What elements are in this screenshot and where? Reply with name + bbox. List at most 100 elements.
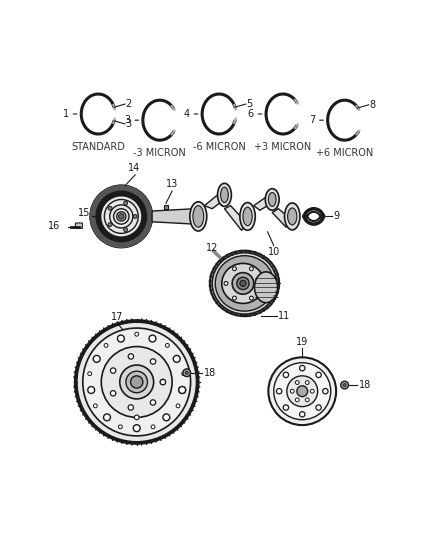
Text: 19: 19 bbox=[296, 336, 308, 346]
FancyBboxPatch shape bbox=[75, 223, 82, 228]
Text: 14: 14 bbox=[127, 163, 140, 173]
Circle shape bbox=[276, 389, 282, 394]
Circle shape bbox=[131, 376, 143, 388]
Polygon shape bbox=[164, 205, 168, 209]
Circle shape bbox=[316, 405, 321, 410]
Circle shape bbox=[91, 185, 152, 247]
Circle shape bbox=[108, 206, 112, 210]
Circle shape bbox=[110, 368, 116, 373]
Text: 7: 7 bbox=[309, 115, 315, 125]
Circle shape bbox=[124, 201, 127, 205]
Circle shape bbox=[287, 376, 318, 407]
Circle shape bbox=[124, 228, 127, 231]
Circle shape bbox=[290, 389, 294, 393]
Ellipse shape bbox=[190, 202, 207, 231]
Circle shape bbox=[128, 354, 134, 359]
Circle shape bbox=[224, 281, 228, 285]
Circle shape bbox=[83, 328, 191, 436]
Circle shape bbox=[134, 415, 139, 419]
Circle shape bbox=[179, 386, 186, 393]
Circle shape bbox=[250, 267, 253, 271]
Ellipse shape bbox=[285, 203, 300, 230]
Text: 12: 12 bbox=[206, 243, 218, 253]
Circle shape bbox=[128, 405, 134, 410]
Circle shape bbox=[258, 281, 262, 285]
Polygon shape bbox=[205, 192, 228, 209]
Text: 11: 11 bbox=[279, 311, 291, 321]
Ellipse shape bbox=[215, 256, 274, 311]
Ellipse shape bbox=[254, 272, 278, 303]
Text: 1: 1 bbox=[63, 109, 69, 119]
Ellipse shape bbox=[193, 206, 204, 227]
Circle shape bbox=[160, 379, 166, 385]
Circle shape bbox=[120, 365, 154, 399]
Text: 5: 5 bbox=[247, 99, 253, 109]
Circle shape bbox=[311, 389, 314, 393]
Text: 9: 9 bbox=[334, 212, 340, 221]
Circle shape bbox=[176, 404, 180, 408]
Circle shape bbox=[250, 296, 253, 300]
Circle shape bbox=[150, 359, 156, 364]
Circle shape bbox=[149, 335, 156, 342]
Text: +6 MICRON: +6 MICRON bbox=[316, 148, 373, 158]
Circle shape bbox=[274, 363, 331, 419]
Text: 6: 6 bbox=[247, 109, 254, 119]
Circle shape bbox=[160, 379, 166, 385]
Circle shape bbox=[297, 386, 307, 397]
Circle shape bbox=[163, 414, 170, 421]
Circle shape bbox=[232, 273, 254, 294]
Text: 4: 4 bbox=[184, 109, 190, 119]
Text: 15: 15 bbox=[78, 208, 91, 219]
Circle shape bbox=[100, 196, 142, 237]
Circle shape bbox=[103, 414, 110, 421]
Ellipse shape bbox=[288, 208, 297, 225]
Circle shape bbox=[182, 372, 186, 376]
Circle shape bbox=[233, 296, 237, 300]
Ellipse shape bbox=[243, 207, 252, 225]
Text: 17: 17 bbox=[111, 312, 124, 322]
Circle shape bbox=[108, 223, 112, 227]
Text: 13: 13 bbox=[166, 180, 178, 189]
Ellipse shape bbox=[210, 251, 279, 316]
Circle shape bbox=[150, 400, 155, 405]
Ellipse shape bbox=[222, 263, 264, 303]
Circle shape bbox=[300, 366, 305, 371]
Circle shape bbox=[117, 335, 124, 342]
Text: 16: 16 bbox=[48, 221, 60, 231]
Circle shape bbox=[101, 346, 172, 417]
Circle shape bbox=[295, 398, 299, 402]
Circle shape bbox=[166, 343, 170, 348]
Circle shape bbox=[268, 357, 336, 425]
Circle shape bbox=[126, 371, 148, 393]
Polygon shape bbox=[272, 209, 292, 227]
Circle shape bbox=[133, 214, 137, 219]
Polygon shape bbox=[224, 206, 247, 230]
Text: 2: 2 bbox=[126, 99, 132, 109]
Circle shape bbox=[110, 391, 116, 396]
Circle shape bbox=[283, 405, 289, 410]
Circle shape bbox=[88, 372, 92, 376]
Circle shape bbox=[343, 384, 346, 386]
Circle shape bbox=[283, 372, 289, 377]
Circle shape bbox=[183, 369, 191, 377]
Circle shape bbox=[341, 381, 349, 389]
Text: 8: 8 bbox=[370, 100, 376, 110]
Circle shape bbox=[305, 381, 309, 384]
Circle shape bbox=[300, 411, 305, 417]
Circle shape bbox=[93, 404, 97, 408]
Circle shape bbox=[237, 277, 249, 289]
Circle shape bbox=[118, 425, 122, 429]
Text: 18: 18 bbox=[358, 380, 371, 390]
Circle shape bbox=[75, 320, 198, 443]
Text: 3: 3 bbox=[124, 115, 131, 125]
Circle shape bbox=[240, 280, 246, 287]
Ellipse shape bbox=[240, 203, 255, 230]
Circle shape bbox=[119, 214, 124, 219]
Circle shape bbox=[88, 386, 95, 393]
Circle shape bbox=[179, 386, 186, 393]
Ellipse shape bbox=[268, 192, 276, 206]
Ellipse shape bbox=[221, 187, 228, 203]
Text: 10: 10 bbox=[268, 247, 280, 257]
Text: 18: 18 bbox=[204, 368, 216, 378]
Ellipse shape bbox=[218, 183, 231, 206]
